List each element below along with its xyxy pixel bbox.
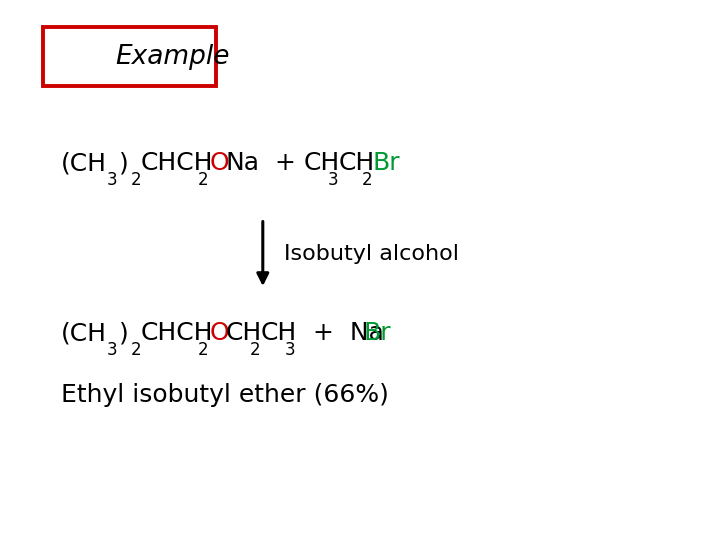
Text: +  Na: + Na (297, 321, 384, 345)
Text: CHCH: CHCH (141, 151, 214, 175)
Text: ): ) (119, 321, 129, 345)
Text: 3: 3 (284, 341, 295, 359)
Text: (CH: (CH (61, 151, 107, 175)
Text: 3: 3 (328, 171, 338, 189)
Text: CH: CH (304, 151, 340, 175)
Text: CH: CH (225, 321, 261, 345)
Text: (CH: (CH (61, 321, 107, 345)
Text: Isobutyl alcohol: Isobutyl alcohol (284, 244, 459, 264)
Text: O: O (210, 151, 229, 175)
Text: 3: 3 (107, 171, 117, 189)
Text: 2: 2 (198, 341, 209, 359)
Text: CH: CH (261, 321, 297, 345)
Text: 3: 3 (107, 341, 117, 359)
Text: ): ) (119, 151, 129, 175)
Text: Na: Na (225, 151, 259, 175)
Text: +: + (259, 151, 312, 175)
Text: CH: CH (338, 151, 374, 175)
Text: Br: Br (373, 151, 400, 175)
Text: 2: 2 (362, 171, 373, 189)
Text: 2: 2 (198, 171, 209, 189)
Text: CHCH: CHCH (141, 321, 214, 345)
Text: Br: Br (364, 321, 391, 345)
Text: O: O (210, 321, 229, 345)
Text: Example: Example (116, 44, 230, 70)
Text: 2: 2 (250, 341, 261, 359)
Text: 2: 2 (131, 341, 142, 359)
Text: Ethyl isobutyl ether (66%): Ethyl isobutyl ether (66%) (61, 383, 389, 407)
Bar (43, 27, 216, 86)
Text: 2: 2 (131, 171, 142, 189)
